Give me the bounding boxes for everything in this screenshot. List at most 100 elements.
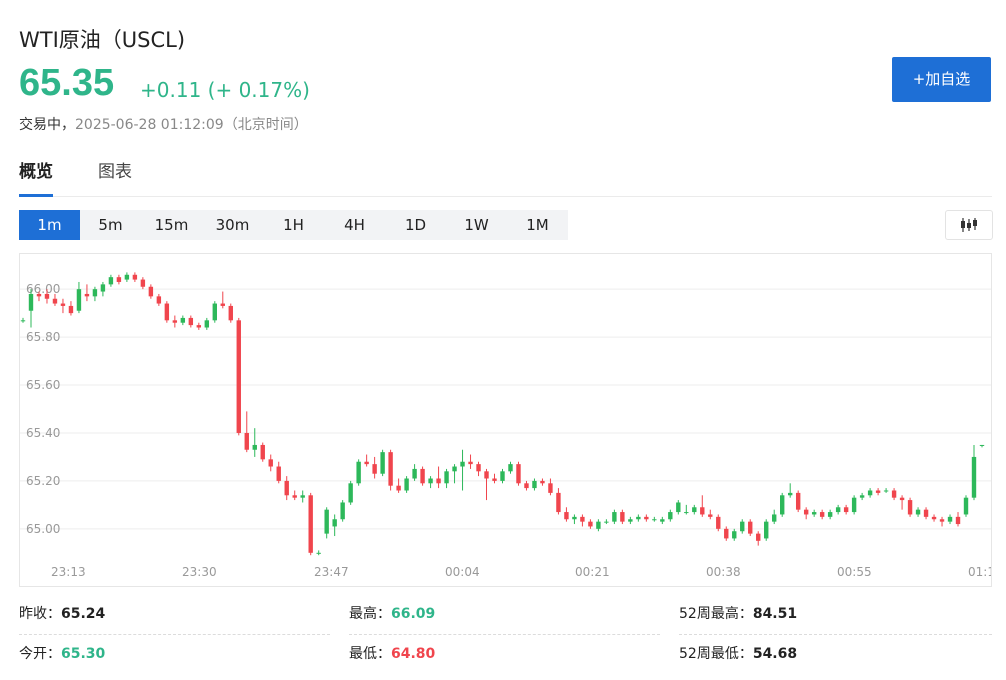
candle-body [52,298,58,304]
candle-body [971,456,977,498]
candle-body [772,514,777,522]
candle-body [292,495,297,498]
candle-body [220,303,225,306]
x-tick-label: 00:04 [445,565,480,579]
candle-body [939,519,945,522]
candle-body [764,521,769,539]
y-tick-label: 65.20 [26,474,60,488]
candle-body [204,320,210,328]
tab-overview[interactable]: 概览 [19,160,53,197]
price-change: +0.11 (+ 0.17%) [140,78,310,102]
period-15m[interactable]: 15m [154,216,189,234]
candle-body [340,502,345,520]
candle-body [44,293,50,299]
period-1mo[interactable]: 1M [526,216,549,234]
candle-body [724,528,729,539]
y-tick-label: 65.00 [26,522,60,536]
candle-body [180,317,186,323]
candle-body [276,466,281,481]
x-tick-label: 00:21 [575,565,610,579]
candle-body [396,485,401,491]
candle-body [596,521,601,529]
candle-body [548,483,553,493]
period-1h[interactable]: 1H [283,216,304,234]
x-tick-label: 23:13 [51,565,86,579]
candle-body [748,521,753,534]
candle-body [955,516,961,525]
candle-body [564,512,569,520]
candle-body [132,274,138,280]
x-tick-label: 23:30 [182,565,217,579]
candle-body [196,325,202,328]
period-4h[interactable]: 4H [344,216,365,234]
stat-52w-high: 52周最高：84.51 [679,600,992,635]
candle-body [156,296,162,304]
candle-body [140,279,146,287]
candle-body [364,461,369,465]
candle-body [843,507,849,513]
candle-body [700,507,705,515]
candle-body [212,303,217,321]
status-label: 交易中， [19,117,75,133]
candle-body [148,286,154,297]
period-30m[interactable]: 30m [215,216,250,234]
candle-body [76,289,82,311]
candle-body [60,303,66,306]
x-tick-label: 01:1 [968,565,991,579]
y-tick-label: 66.00 [26,282,60,296]
candle-body [28,293,34,311]
candle-body [348,483,353,503]
candle-body [460,461,465,467]
candle-body [867,490,873,496]
candle-body [859,495,865,498]
price-chart[interactable]: 66.00 65.80 65.60 65.40 65.20 65.00 23:13 23:30… [19,253,995,587]
candle-body [819,512,825,517]
candle-body [556,492,561,513]
y-tick-label: 65.40 [26,426,60,440]
period-1m[interactable]: 1m [19,210,80,240]
candle-body [268,459,273,467]
candle-body [372,464,377,474]
candle-body [580,516,585,522]
candle-body [532,480,537,489]
candle-body [756,533,761,541]
candle-body [708,514,713,517]
period-1w[interactable]: 1W [464,216,489,234]
candle-body [732,531,737,539]
candle-body [604,521,609,523]
candle-body [923,509,929,517]
stat-high: 最高：66.09 [349,600,660,635]
candle-body [100,284,106,292]
add-to-watchlist-button[interactable]: +加自选 [892,57,991,102]
y-tick-label: 65.60 [26,378,60,392]
candle-body [84,293,90,297]
candle-body [851,497,857,513]
candle-body [388,452,393,486]
candle-body [284,480,289,496]
candle-body [883,490,889,492]
period-1d[interactable]: 1D [404,216,427,234]
candle-body [492,478,497,481]
stat-52w-low: 52周最低：54.68 [679,646,798,662]
period-5m[interactable]: 5m [98,216,123,234]
chart-type-button[interactable] [945,210,993,240]
x-tick-label: 00:55 [837,565,872,579]
candle-body [787,492,793,496]
candle-body [452,466,457,472]
candle-body [316,552,321,554]
candle-body [979,444,985,446]
candle-body [92,289,98,297]
candle-body [516,464,521,484]
tab-chart[interactable]: 图表 [98,162,132,182]
candle-body [827,512,833,517]
candle-body [164,303,170,321]
candle-body [524,483,529,489]
candle-body [500,471,505,481]
candle-body [476,464,481,472]
candle-body [20,320,26,322]
candle-body [803,509,809,515]
candle-body [891,490,897,498]
candle-body [963,497,969,515]
candle-body [468,461,473,465]
candle-body [444,471,449,484]
